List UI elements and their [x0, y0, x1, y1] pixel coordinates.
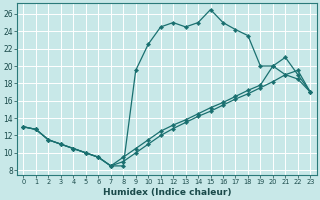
X-axis label: Humidex (Indice chaleur): Humidex (Indice chaleur)	[103, 188, 231, 197]
